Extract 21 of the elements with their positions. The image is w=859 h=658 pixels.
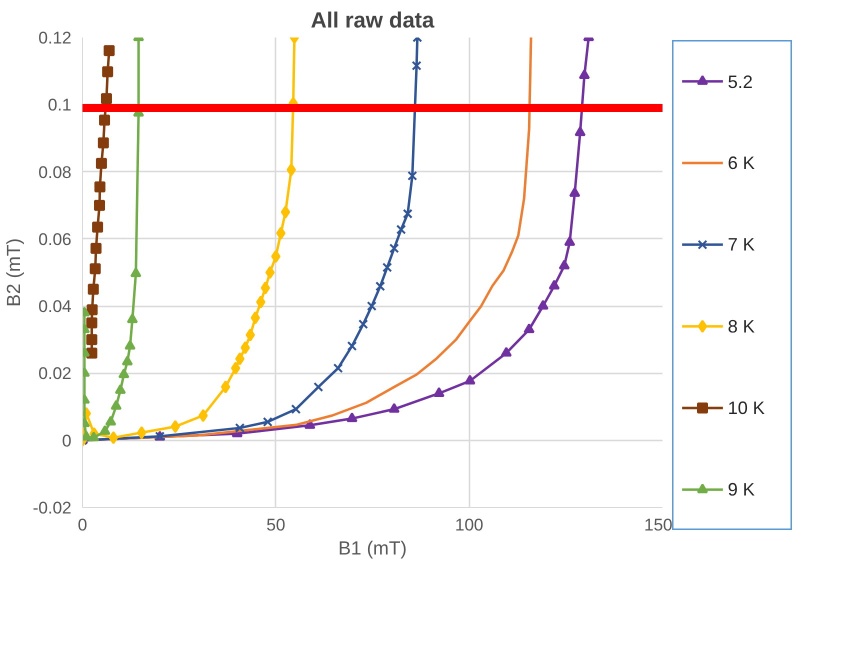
y-tick-label: 0.02 [38, 364, 72, 384]
legend-label: 6 K [728, 153, 755, 173]
legend-label: 10 K [728, 398, 765, 418]
y-tick-label: 0.08 [38, 162, 72, 182]
legend-label: 5.2 [728, 72, 753, 92]
chart-title: All raw data [310, 8, 436, 32]
x-tick-label: 50 [266, 516, 286, 534]
x-tick-label: 0 [78, 516, 88, 534]
y-tick-label: -0.02 [32, 498, 72, 518]
y-tick-label: 0.06 [38, 230, 72, 249]
y-axis-title: B2 (mT) [4, 238, 25, 307]
legend-label: 8 K [728, 316, 755, 336]
x-axis-title: B1 (mT) [338, 538, 407, 560]
y-tick-label: 0.04 [38, 297, 72, 316]
y-tick-label: 0.1 [48, 96, 72, 115]
legend-label: 7 K [728, 234, 755, 255]
legend-label: 9 K [728, 480, 755, 500]
y-tick-label: 0.12 [38, 28, 72, 48]
x-tick-label: 150 [644, 516, 673, 534]
y-tick-label: 0 [62, 431, 72, 450]
x-tick-label: 100 [454, 516, 484, 534]
